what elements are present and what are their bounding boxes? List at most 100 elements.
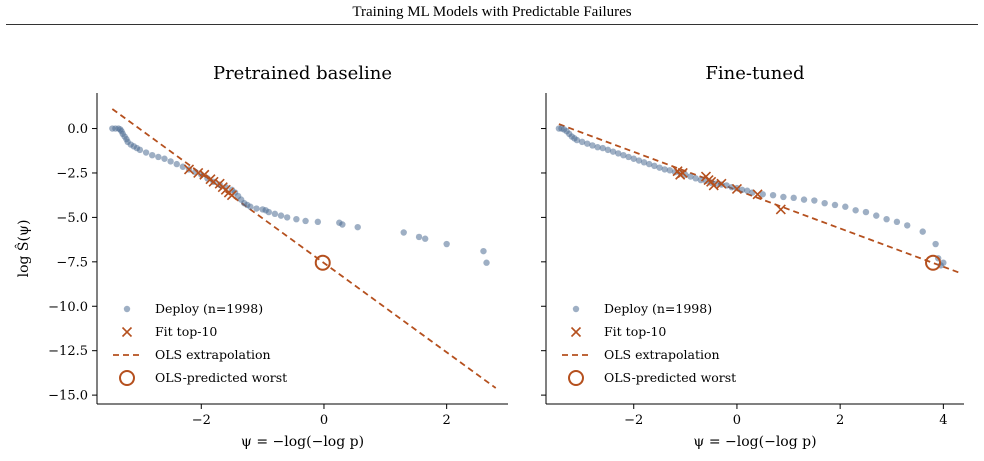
deploy-point — [800, 196, 808, 203]
x-tick-label: 4 — [939, 413, 947, 428]
deploy-point — [893, 218, 901, 226]
deploy-point — [635, 157, 643, 164]
deploy-point — [589, 142, 596, 149]
deploy-point — [161, 155, 168, 162]
fit-marker — [775, 204, 786, 215]
legend-fit-swatch — [121, 326, 133, 338]
y-axis-label: log Ŝ(ψ) — [14, 220, 32, 278]
fit-marker — [199, 169, 210, 180]
deploy-point — [155, 153, 162, 161]
fit-marker — [183, 164, 195, 175]
deploy-point — [594, 144, 601, 151]
fit-marker-stroke — [208, 176, 219, 187]
fit-marker-stroke — [752, 189, 763, 200]
deploy-point — [293, 215, 300, 223]
deploy-point — [578, 138, 586, 146]
fit-marker-stroke — [193, 167, 204, 179]
y-tick-label: −7.5 — [56, 255, 88, 270]
deploy-point — [314, 218, 322, 226]
legend-worst-swatch — [568, 370, 584, 386]
legend-fit-label: Fit top-10 — [155, 324, 217, 339]
fit-marker — [716, 178, 727, 189]
fit-marker — [226, 190, 238, 201]
deploy-point — [821, 199, 828, 207]
x-axis-label: ψ = −log(−log p) — [241, 434, 364, 450]
deploy-point — [415, 233, 423, 241]
fit-marker-stroke — [716, 178, 727, 189]
x-tick-label: −2 — [192, 413, 211, 428]
deploy-point — [904, 222, 911, 229]
fit-marker-stroke — [226, 190, 238, 201]
ols-line — [558, 123, 960, 274]
y-tick-label: 0.0 — [67, 122, 88, 137]
deploy-point — [354, 223, 361, 231]
deploy-point — [615, 150, 622, 157]
legend-deploy-label: Deploy (n=1998) — [604, 301, 712, 316]
y-tick-label: −10.0 — [48, 300, 88, 315]
y-tick-label: −15.0 — [48, 389, 88, 404]
fit-marker-stroke — [183, 164, 195, 175]
deploy-point — [687, 173, 694, 180]
deploy-point — [646, 160, 653, 168]
page-title: Training ML Models with Predictable Fail… — [352, 4, 632, 20]
fit-marker — [677, 167, 688, 179]
deploy-point — [883, 215, 890, 223]
deploy-point — [283, 214, 291, 221]
deploy-point — [573, 136, 581, 144]
fit-marker-stroke — [731, 183, 743, 195]
deploy-point — [811, 197, 818, 204]
deploy-point — [584, 140, 591, 147]
x-tick-label: 0 — [733, 413, 741, 428]
legend-ols-label: OLS extrapolation — [604, 347, 720, 362]
deploy-point — [167, 158, 174, 165]
deploy-point — [620, 152, 627, 159]
deploy-point — [640, 159, 648, 166]
fit-marker — [731, 183, 743, 195]
deploy-point — [790, 194, 797, 202]
x-tick-label: 2 — [443, 413, 451, 428]
panel-1: Pretrained baseline 0.0 −2.5 −5.0 −7.5 −10.0 −… — [14, 63, 508, 450]
legend-deploy-label: Deploy (n=1998) — [155, 301, 263, 316]
deploy-point — [919, 228, 926, 235]
panel-2: Fine-tuned −2 0 2 4 ψ = −log(−log p) Deploy (n… — [541, 63, 964, 450]
deploy-point — [265, 208, 272, 216]
deploy-point — [443, 240, 450, 248]
panel-title: Pretrained baseline — [213, 63, 392, 84]
worst-marker — [925, 254, 942, 271]
deploy-point — [744, 187, 751, 194]
deploy-point — [831, 201, 839, 209]
fit-marker — [752, 189, 763, 200]
deploy-point — [247, 203, 254, 210]
fit-marker — [708, 180, 719, 191]
deploy-point — [480, 247, 487, 255]
deploy-point — [780, 193, 787, 201]
deploy-point — [609, 148, 617, 155]
deploy-point — [142, 149, 150, 156]
legend-worst-swatch — [119, 370, 135, 386]
x-tick-label: 2 — [836, 413, 844, 428]
deploy-point — [173, 160, 180, 168]
deploy-point — [400, 229, 407, 236]
deploy-point — [599, 144, 606, 152]
deploy-point — [483, 259, 490, 266]
deploy-point — [630, 155, 637, 162]
legend-deploy-swatch — [572, 305, 580, 313]
deploy-point — [661, 166, 668, 173]
worst-marker — [314, 254, 331, 271]
deploy-point — [339, 221, 346, 228]
deploy-point — [656, 164, 663, 171]
fit-marker-stroke — [775, 204, 786, 215]
deploy-point — [873, 212, 880, 219]
deploy-point — [697, 176, 705, 184]
panel-title: Fine-tuned — [705, 63, 804, 84]
legend-fit-swatch — [570, 326, 582, 338]
deploy-point — [692, 175, 699, 182]
y-tick-label: −2.5 — [56, 166, 88, 181]
deploy-point — [302, 217, 309, 225]
legend: Deploy (n=1998) Fit top-10 OLS extrapolati… — [562, 301, 736, 386]
deploy-point — [149, 152, 156, 159]
fit-marker-stroke — [708, 180, 719, 191]
deploy-point — [421, 235, 429, 242]
header-bar: Training ML Models with Predictable Fail… — [6, 0, 978, 25]
